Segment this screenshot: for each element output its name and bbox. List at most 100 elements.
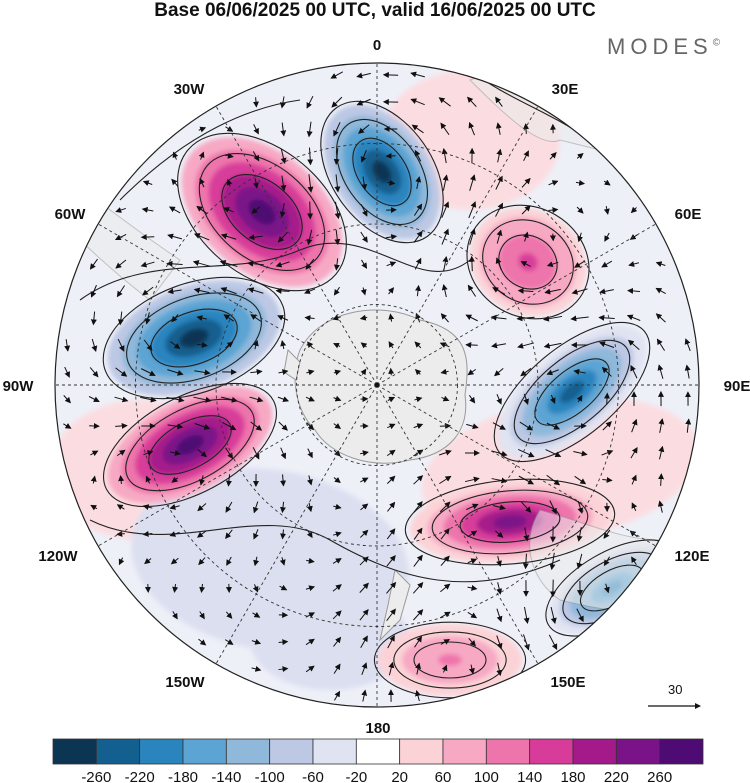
anomaly-shading <box>248 199 276 225</box>
wind-vector <box>330 71 344 79</box>
longitude-label: 60E <box>675 206 702 223</box>
wind-vector <box>657 364 664 379</box>
wind-vector <box>118 557 125 566</box>
wind-vector <box>171 476 179 483</box>
wind-vector <box>440 583 451 593</box>
wind-vector <box>333 369 342 376</box>
wind-vector <box>225 447 234 460</box>
wind-vector <box>247 260 264 267</box>
wind-vector <box>439 611 451 619</box>
wind-vector <box>549 152 557 160</box>
colorbar-tick-label: 140 <box>517 769 542 783</box>
wind-vector <box>414 635 422 648</box>
wind-vector <box>115 422 128 429</box>
wind-vector <box>439 501 451 513</box>
wind-vector <box>549 552 556 571</box>
wind-vector <box>631 556 637 566</box>
wind-vector <box>170 557 179 565</box>
wind-vector <box>167 369 184 376</box>
wind-vector <box>467 611 478 619</box>
wind-vector <box>114 396 129 403</box>
wind-vector <box>496 662 503 677</box>
wind-vector <box>413 554 423 567</box>
wind-vector <box>117 311 124 326</box>
wind-vector <box>439 449 452 456</box>
wind-vector <box>386 581 397 594</box>
wind-vector <box>523 606 530 624</box>
wind-vector <box>221 396 238 403</box>
wind-vector <box>140 368 156 376</box>
wind-vector <box>167 423 184 430</box>
contour-line <box>79 242 471 301</box>
wind-vector <box>333 395 342 402</box>
graticule <box>55 63 699 707</box>
wind-vector <box>252 584 259 593</box>
wind-vector <box>118 475 125 485</box>
wind-vector <box>388 341 395 349</box>
contour-line <box>393 631 507 689</box>
map-frame <box>54 62 700 708</box>
wind-vector <box>250 368 263 375</box>
wind-vector <box>251 206 261 214</box>
wind-vector <box>658 445 665 460</box>
wind-vector <box>252 447 260 460</box>
wind-vector <box>523 527 530 542</box>
wind-vector <box>496 229 503 244</box>
longitude-label: 90W <box>3 378 35 395</box>
wind-vector <box>359 314 368 321</box>
wind-vector <box>199 475 205 486</box>
wind-vector <box>548 634 558 651</box>
longitude-label: 90E <box>724 378 750 395</box>
wind-vector <box>496 635 503 650</box>
wind-vector <box>306 422 315 431</box>
contour-line <box>126 292 262 384</box>
wind-vector <box>278 369 289 376</box>
wind-vector <box>280 474 287 487</box>
wind-vector <box>172 611 178 620</box>
wind-vector <box>414 396 423 403</box>
wind-vector <box>252 97 259 108</box>
wind-vector <box>278 639 289 646</box>
wind-vector <box>415 689 421 702</box>
wind-vector <box>171 314 179 323</box>
colorbar-swatch <box>399 738 444 765</box>
wind-vector <box>142 504 153 511</box>
wind-vector <box>684 364 691 379</box>
wind-vector <box>145 475 152 484</box>
wind-vector <box>387 423 396 430</box>
wind-vector <box>495 202 503 217</box>
wind-vector <box>576 527 583 542</box>
wind-vector <box>386 261 397 267</box>
wind-vector <box>630 364 638 379</box>
wind-vector <box>496 608 503 623</box>
wind-vector <box>307 201 314 220</box>
wind-vector <box>115 367 128 377</box>
wind-vector <box>166 396 185 403</box>
wind-vector <box>306 369 315 376</box>
colorbar-tick-label: -60 <box>302 769 324 783</box>
wind-vector <box>193 287 210 294</box>
wind-vector <box>225 501 233 513</box>
wind-vector <box>495 122 502 135</box>
wind-vector <box>358 124 370 134</box>
wind-vector <box>253 556 260 567</box>
wind-vector <box>387 635 395 649</box>
wind-vector <box>359 609 369 621</box>
wind-vector <box>332 531 342 538</box>
wind-vector <box>116 285 126 298</box>
wind-vector <box>116 504 125 511</box>
anomaly-shading <box>176 435 204 455</box>
wind-vector <box>306 121 313 138</box>
wind-vector <box>570 315 589 322</box>
longitude-label: 120W <box>38 548 78 565</box>
wind-vector <box>225 152 234 159</box>
wind-vector <box>439 475 452 485</box>
wind-vector <box>441 664 448 673</box>
wind-vector <box>440 528 450 540</box>
wind-vector <box>250 314 262 322</box>
wind-vector <box>169 504 180 510</box>
wind-vector <box>115 259 127 269</box>
wind-vector <box>388 661 395 676</box>
wind-vector <box>414 341 422 349</box>
wind-vector <box>247 287 264 294</box>
